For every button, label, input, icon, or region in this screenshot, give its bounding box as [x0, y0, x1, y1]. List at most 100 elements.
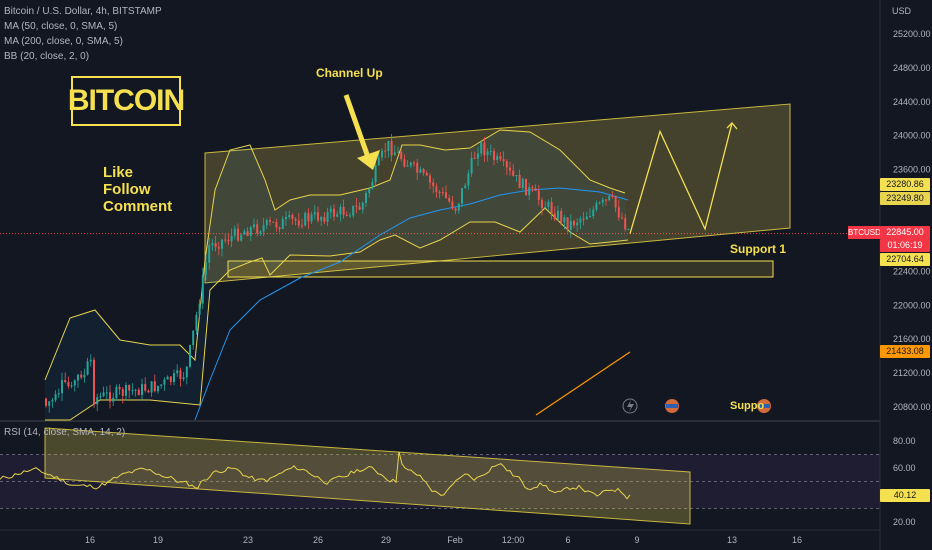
- support-label-partial: Suppo: [730, 400, 765, 412]
- indicator-bb[interactable]: BB (20, close, 2, 0): [4, 51, 90, 62]
- ma200-line: [535, 351, 631, 416]
- candle-body: [349, 215, 351, 217]
- candle-body: [429, 175, 431, 183]
- currency-label: USD: [892, 6, 912, 16]
- candle-body: [278, 227, 281, 230]
- candle-body: [339, 206, 342, 215]
- candle-body: [515, 175, 518, 177]
- candle-body: [157, 385, 159, 392]
- cta-follow: Follow: [103, 181, 151, 198]
- candle-body: [96, 397, 99, 405]
- channel-up-label: Channel Up: [316, 66, 383, 80]
- projection-arrowhead: [726, 122, 738, 130]
- candle-body: [160, 384, 163, 386]
- candle-body: [531, 187, 534, 189]
- rsi-line: [0, 451, 631, 500]
- candle-body: [70, 385, 73, 387]
- candle-body: [445, 192, 447, 199]
- y-tick-label: 24800.00: [893, 63, 931, 73]
- rsi-tick-label: 20.00: [893, 517, 916, 527]
- candle-body: [361, 202, 364, 210]
- candle-body: [77, 374, 79, 381]
- candle-body: [64, 380, 67, 383]
- cta-text: Like Follow Comment: [103, 164, 172, 215]
- candle-body: [150, 381, 153, 393]
- candle-body: [617, 207, 620, 218]
- x-tick-label: 29: [381, 535, 391, 545]
- candle-body: [589, 216, 591, 218]
- candle-body: [243, 231, 246, 235]
- candle-body: [413, 162, 415, 164]
- indicator-ma200[interactable]: MA (200, close, 0, SMA, 5): [4, 36, 123, 47]
- x-tick-label: 26: [313, 535, 323, 545]
- candle-body: [198, 303, 201, 315]
- candle-body: [301, 225, 303, 227]
- candle-body: [105, 392, 108, 394]
- candle-body: [189, 345, 191, 367]
- candle-body: [611, 195, 614, 197]
- candle-body: [505, 161, 508, 168]
- x-tick-label: 19: [153, 535, 163, 545]
- cta-comment: Comment: [103, 198, 173, 215]
- candle-body: [608, 195, 611, 201]
- candle-body: [128, 385, 131, 391]
- projection-path: [629, 122, 733, 234]
- lightning-bolt-icon: [627, 400, 634, 412]
- candle-body: [537, 190, 540, 201]
- indicator-ma50[interactable]: MA (50, close, 0, SMA, 5): [4, 21, 118, 32]
- support-1-label: Support 1: [730, 242, 786, 256]
- x-tick-label: 12:00: [502, 535, 525, 545]
- candle-body: [381, 150, 383, 158]
- candle-body: [224, 239, 227, 241]
- candle-body: [595, 203, 598, 210]
- candle-body: [512, 170, 515, 176]
- price-tag-last: 22845.00: [880, 226, 930, 239]
- candle-body: [217, 247, 220, 249]
- candle-body: [576, 222, 579, 226]
- candle-body: [285, 217, 287, 219]
- candle-body: [67, 382, 70, 387]
- candle-body: [291, 215, 294, 219]
- rsi-label[interactable]: RSI (14, close, SMA, 14, 2): [4, 427, 126, 438]
- candle-body: [451, 201, 454, 209]
- channel-arrow-head: [357, 150, 380, 170]
- candle-body: [233, 228, 236, 236]
- x-tick-label: 16: [85, 535, 95, 545]
- candle-body: [358, 206, 361, 210]
- candle-body: [480, 142, 483, 154]
- candle-body: [502, 159, 505, 162]
- candle-body: [419, 169, 422, 173]
- y-tick-label: 24000.00: [893, 131, 931, 141]
- candle-body: [461, 188, 463, 204]
- candle-body: [377, 157, 380, 166]
- x-tick-label: 9: [634, 535, 639, 545]
- candle-body: [342, 206, 345, 215]
- candle-body: [262, 225, 265, 232]
- candle-body: [182, 377, 185, 380]
- candle-body: [61, 380, 63, 394]
- candle-body: [221, 239, 223, 249]
- candle-body: [467, 173, 470, 186]
- candle-body: [93, 359, 95, 405]
- candle-body: [304, 212, 307, 226]
- candle-body: [83, 374, 86, 378]
- candle-body: [272, 221, 275, 223]
- candle-body: [422, 169, 425, 173]
- candle-body: [176, 370, 179, 374]
- candle-body: [115, 387, 118, 398]
- candle-body: [352, 205, 355, 216]
- candle-body: [624, 218, 627, 230]
- candle-body: [102, 392, 105, 397]
- candle-body: [112, 397, 115, 402]
- candle-body: [525, 178, 527, 196]
- y-tick-label: 25200.00: [893, 29, 931, 39]
- rsi-downtrend-channel: [44, 427, 691, 525]
- candle-body: [601, 199, 604, 203]
- candle-body: [208, 245, 211, 263]
- lightning-icon: [622, 398, 638, 414]
- ma50-line: [194, 187, 629, 421]
- y-tick-label: 22000.00: [893, 300, 931, 310]
- cta-like: Like: [103, 164, 134, 181]
